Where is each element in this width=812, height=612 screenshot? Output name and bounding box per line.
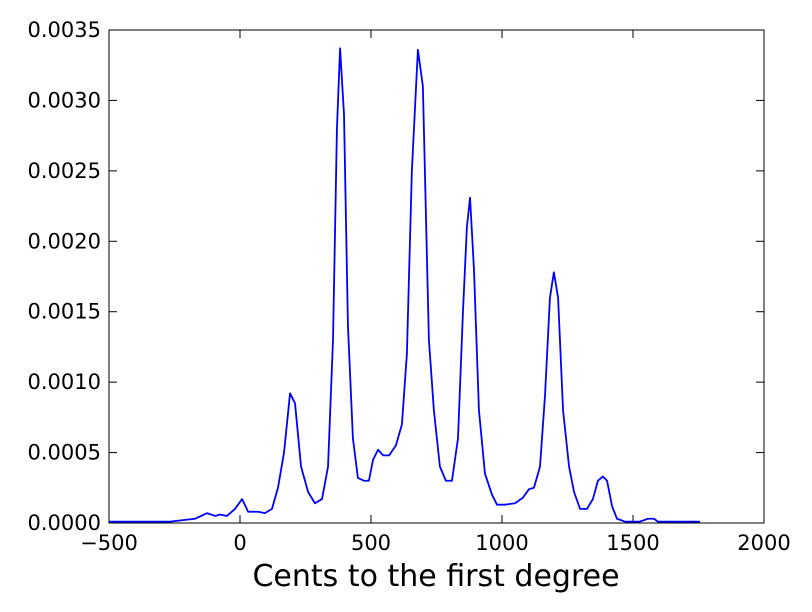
plot-frame: [108, 29, 765, 524]
y-tick-label: 0.0005: [28, 441, 101, 465]
y-tick-label: 0.0020: [28, 229, 101, 253]
y-tick-label: 0.0025: [28, 159, 101, 183]
x-tick-label: −500: [80, 531, 138, 555]
y-tick-label: 0.0035: [28, 18, 101, 42]
x-tick-label: 1000: [475, 531, 528, 555]
y-tick-label: 0.0010: [28, 370, 101, 394]
x-axis-label: Cents to the first degree: [252, 559, 619, 594]
x-tick-label: 500: [351, 531, 391, 555]
y-tick-label: 0.0000: [28, 511, 101, 535]
y-tick-label: 0.0030: [28, 88, 101, 112]
y-tick-label: 0.0015: [28, 300, 101, 324]
line: [109, 47, 701, 523]
x-tick-label: 2000: [737, 531, 790, 555]
x-tick-label: 1500: [606, 531, 659, 555]
x-tick-label: 0: [233, 531, 246, 555]
